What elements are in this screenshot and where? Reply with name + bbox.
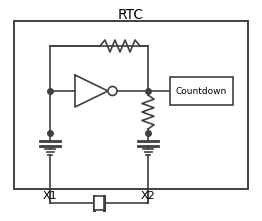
Text: X1: X1 <box>43 191 57 201</box>
Bar <box>170 77 233 105</box>
Bar <box>14 21 248 189</box>
Text: Countdown: Countdown <box>176 86 227 95</box>
Text: X2: X2 <box>141 191 155 201</box>
Text: RTC: RTC <box>118 8 144 22</box>
Circle shape <box>108 86 117 95</box>
Bar <box>94 196 104 210</box>
